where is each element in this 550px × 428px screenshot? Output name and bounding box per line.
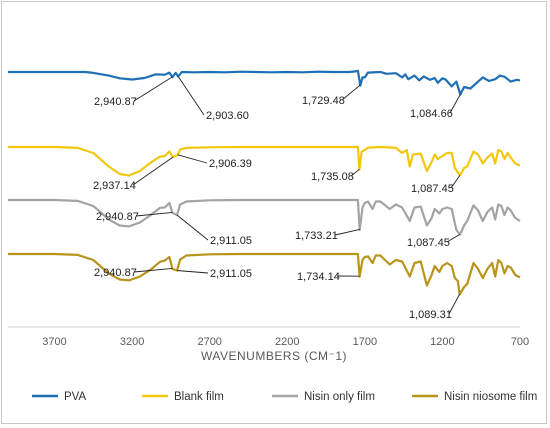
- annotation-leader: [134, 268, 172, 272]
- annotation-label: 1,087.45: [407, 237, 450, 249]
- annotation-leader: [178, 155, 207, 163]
- annotation-label: 2,911.05: [210, 235, 252, 247]
- series-line-nisin-only-film: [8, 200, 520, 235]
- x-axis-title-group: WAVENUMBERS (CM⁻1): [201, 349, 347, 363]
- annotation-leader: [134, 77, 172, 101]
- annotation-label: 2,940.87: [94, 267, 137, 279]
- annotation-label: 2,937.14: [93, 180, 136, 192]
- x-axis: 3700 3200 2700 2200 1700 1200 700: [8, 327, 529, 348]
- legend: PVA Blank film Nisin only film Nisin niosom…: [32, 391, 537, 403]
- legend-label: Nisin only film: [304, 391, 375, 403]
- annotation-label: 1,734.14: [297, 271, 340, 283]
- annotation-leader: [178, 76, 204, 115]
- x-tick-label: 2700: [197, 336, 221, 348]
- ftir-chart: 3700 3200 2700 2200 1700 1200 700 2,940.87 2,90…: [2, 2, 546, 423]
- x-tick-label: 700: [511, 336, 529, 348]
- annotation-label: 2,906.39: [209, 158, 252, 170]
- x-tick-label: 3700: [42, 336, 66, 348]
- annotation-label: 1,733.21: [295, 230, 338, 242]
- annotation-label: 1,729.48: [302, 95, 345, 107]
- legend-label: PVA: [64, 391, 86, 403]
- annotation-leader: [177, 215, 208, 240]
- x-tick-label: 1200: [430, 336, 454, 348]
- x-tick-label: 3200: [120, 336, 144, 348]
- legend-label: Blank film: [174, 391, 224, 403]
- annotation-label: 2,940.87: [96, 211, 139, 223]
- series-line-blank-film: [8, 147, 520, 176]
- annotation-label: 2,903.60: [206, 110, 249, 122]
- legend-label: Nisin niosome film: [444, 391, 537, 403]
- annotation-leader: [177, 270, 208, 273]
- x-tick-label: 1700: [353, 336, 377, 348]
- annotation-label: 2,940.87: [94, 96, 137, 108]
- annotation-label: 2,911.05: [210, 268, 252, 280]
- x-tick-label: 2200: [275, 336, 299, 348]
- annotation-leader: [335, 229, 360, 235]
- annotation-label: 1,087.45: [411, 183, 454, 195]
- annotation-label: 1,089.31: [409, 309, 452, 321]
- series-line-pva: [8, 71, 520, 95]
- annotations-layer: 2,940.87 2,903.60 1,729.48 1,084.66 2,937.14…: [93, 76, 460, 321]
- series-line-nisin-niosome-film: [8, 254, 520, 295]
- annotation-label: 1,735.08: [311, 171, 354, 183]
- x-axis-title: WAVENUMBERS (CM⁻1): [201, 349, 347, 363]
- annotation-label: 1,084.66: [410, 108, 453, 120]
